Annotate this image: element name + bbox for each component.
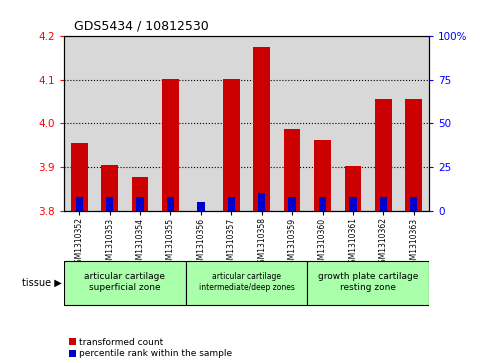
Bar (380, 197, 387, 211)
Bar (284, 129, 300, 211)
Bar (228, 197, 235, 211)
Bar (197, 202, 205, 211)
Bar (246, 36, 277, 211)
Bar (132, 176, 148, 211)
FancyBboxPatch shape (307, 261, 429, 305)
Bar (106, 197, 113, 211)
Bar (338, 36, 368, 211)
Bar (186, 36, 216, 211)
Bar (314, 139, 331, 211)
Bar (307, 36, 338, 211)
Bar (155, 36, 186, 211)
Bar (167, 197, 174, 211)
Bar (345, 166, 361, 211)
Bar (410, 197, 418, 211)
Text: GDS5434 / 10812530: GDS5434 / 10812530 (74, 20, 209, 33)
FancyBboxPatch shape (64, 261, 186, 305)
FancyBboxPatch shape (186, 261, 307, 305)
Text: articular cartilage
superficial zone: articular cartilage superficial zone (84, 273, 165, 292)
Bar (368, 36, 398, 211)
Bar (375, 99, 391, 211)
Bar (64, 36, 95, 211)
Bar (102, 165, 118, 211)
Bar (405, 99, 422, 211)
Bar (125, 36, 155, 211)
Text: growth plate cartilage
resting zone: growth plate cartilage resting zone (318, 273, 418, 292)
Bar (71, 143, 88, 211)
Bar (95, 36, 125, 211)
Bar (349, 197, 356, 211)
Text: tissue ▶: tissue ▶ (22, 278, 62, 288)
Bar (258, 193, 265, 211)
Legend: transformed count, percentile rank within the sample: transformed count, percentile rank withi… (69, 338, 233, 359)
Bar (162, 78, 179, 211)
Bar (253, 47, 270, 211)
Bar (137, 197, 144, 211)
Bar (75, 197, 83, 211)
Bar (277, 36, 307, 211)
Bar (288, 197, 296, 211)
Bar (223, 78, 240, 211)
Bar (319, 197, 326, 211)
Bar (398, 36, 429, 211)
Bar (216, 36, 246, 211)
Text: articular cartilage
intermediate/deep zones: articular cartilage intermediate/deep zo… (199, 273, 294, 292)
